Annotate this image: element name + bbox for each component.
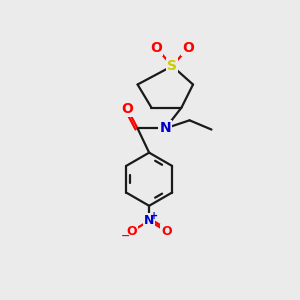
Text: O: O <box>121 102 133 116</box>
Text: O: O <box>161 225 172 238</box>
Text: O: O <box>150 40 162 55</box>
Text: +: + <box>150 211 158 221</box>
Text: S: S <box>167 59 177 73</box>
Text: O: O <box>182 40 194 55</box>
Text: O: O <box>127 225 137 238</box>
Text: N: N <box>160 122 171 135</box>
Text: N: N <box>144 214 154 227</box>
Text: −: − <box>121 231 130 241</box>
